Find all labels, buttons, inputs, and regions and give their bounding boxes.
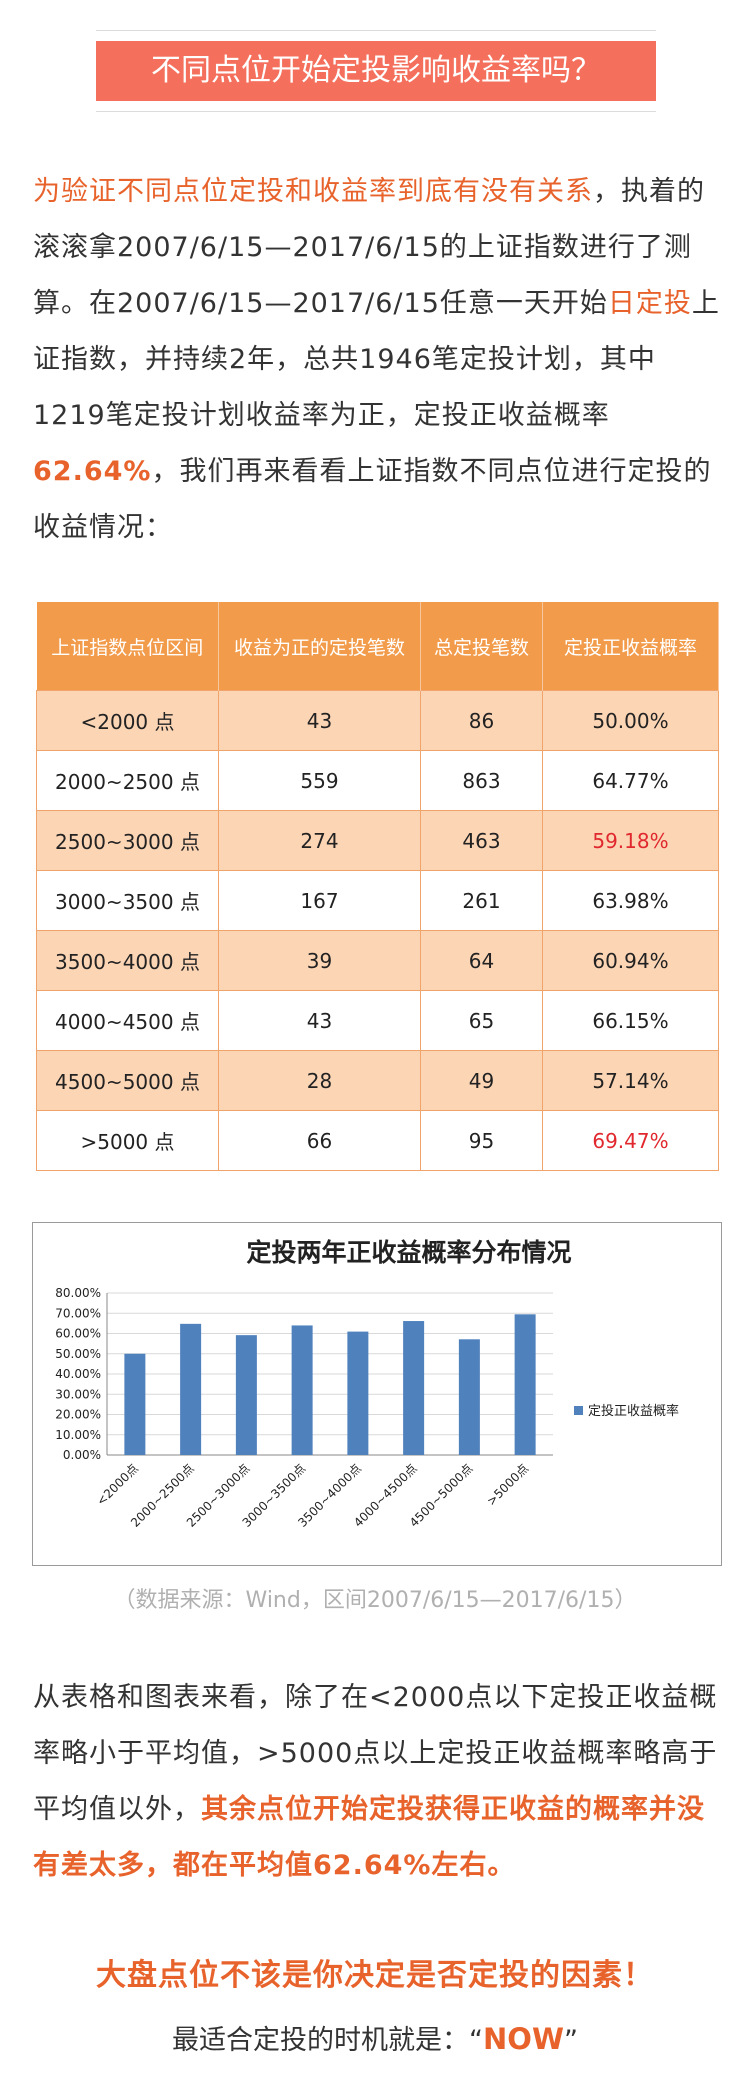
conclusion-highlight: 其余点位开始定投获得正收益的概率并没有差太多，都在平均值62.64%左右。 [33,1794,705,1881]
x-tick-label: <2000点 [94,1461,141,1508]
table-cell: 95 [420,1110,543,1171]
legend-label: 定投正收益概率 [588,1403,679,1419]
table-cell: 86 [420,690,543,751]
table-cell: 261 [420,870,543,931]
data-table: 上证指数点位区间 收益为正的定投笔数 总定投笔数 定投正收益概率 <2000 点… [36,602,719,1171]
table-row: <2000 点 43 86 50.00% [36,690,719,751]
chart-frame: 定投两年正收益概率分布情况 80.00% 70.00% 60.00% 50.00% 40… [32,1222,722,1566]
bar [514,1314,536,1455]
table-cell: 69.47% [542,1110,719,1171]
bar [124,1353,146,1455]
y-tick-label: 30.00% [55,1387,101,1401]
table-row: 2000~2500 点 559 863 64.77% [36,750,719,811]
intro-highlight-2: 日定投 [607,288,692,319]
table-cell: 64 [420,930,543,991]
table-header-cell: 总定投笔数 [420,602,543,691]
table-cell: 4500~5000 点 [36,1050,219,1111]
table-cell: 167 [218,870,421,931]
y-tick-label: 20.00% [55,1408,101,1422]
table-row: 3000~3500 点 167 261 63.98% [36,870,719,931]
bar [458,1339,480,1455]
table-header-cell: 上证指数点位区间 [36,602,219,691]
table-cell: 63.98% [542,870,719,931]
table-header-row: 上证指数点位区间 收益为正的定投笔数 总定投笔数 定投正收益概率 [36,602,719,691]
intro-paragraph: 为验证不同点位定投和收益率到底有没有关系，执着的滚滚拿2007/6/15—201… [33,164,723,556]
table-cell: 43 [218,990,421,1051]
closing-suffix: ” [563,2025,578,2056]
intro-highlight-1: 为验证不同点位定投和收益率到底有没有关系 [33,176,593,207]
table-cell: 2500~3000 点 [36,810,219,871]
y-tick-label: 0.00% [63,1448,101,1462]
y-tick-label: 80.00% [55,1286,101,1300]
bar [180,1323,202,1455]
table-cell: 50.00% [542,690,719,751]
table-header-cell: 定投正收益概率 [542,602,719,691]
table-cell: 39 [218,930,421,991]
bar [347,1331,369,1455]
closing-now: NOW [483,2022,564,2056]
conclusion-paragraph: 从表格和图表来看，除了在<2000点以下定投正收益概率略小于平均值，>5000点… [33,1670,723,1894]
table-cell: <2000 点 [36,690,219,751]
table-cell: 66.15% [542,990,719,1051]
table-cell: 66 [218,1110,421,1171]
table-cell: 57.14% [542,1050,719,1111]
table-row: 2500~3000 点 274 463 59.18% [36,810,719,871]
table-cell: 2000~2500 点 [36,750,219,811]
table-cell: 49 [420,1050,543,1111]
chart-title: 定投两年正收益概率分布情况 [246,1238,571,1267]
table-cell: 64.77% [542,750,719,811]
table-row: >5000 点 66 95 69.47% [36,1110,719,1171]
closing-prefix: 最适合定投的时机就是：“ [172,2025,484,2056]
table-cell: 863 [420,750,543,811]
intro-text-1: ，执着的滚滚拿2007/6/15—2017/6/15的上证指数进行了测算。在20… [33,176,705,319]
table-cell: 274 [218,810,421,871]
y-tick-label: 60.00% [55,1327,101,1341]
bar [403,1321,425,1455]
intro-highlight-3: 62.64% [33,456,152,487]
bar [291,1325,313,1455]
table-cell: 65 [420,990,543,1051]
legend-swatch [574,1406,583,1415]
table-cell: 59.18% [542,810,719,871]
title-frame: 不同点位开始定投影响收益率吗？ [96,30,656,112]
table-cell: 43 [218,690,421,751]
y-tick-label: 50.00% [55,1347,101,1361]
table-cell: 463 [420,810,543,871]
x-tick-label: >5000点 [484,1461,531,1508]
table-header-cell: 收益为正的定投笔数 [218,602,421,691]
headline: 大盘点位不该是你决定是否定投的因素！ [96,1958,654,1993]
table-cell: 3000~3500 点 [36,870,219,931]
table-cell: 60.94% [542,930,719,991]
closing-line: 最适合定投的时机就是：“NOW” [0,2018,750,2057]
bar [235,1335,257,1455]
y-tick-label: 40.00% [55,1367,101,1381]
table-cell: 3500~4000 点 [36,930,219,991]
bar-chart: 定投两年正收益概率分布情况 80.00% 70.00% 60.00% 50.00% 40… [55,1238,679,1530]
y-tick-label: 10.00% [55,1428,101,1442]
conclusion-text: 从表格和图表来看，除了在<2000点以下定投正收益概率略小于平均值，>5000点… [33,1682,718,1825]
table-cell: 28 [218,1050,421,1111]
table-cell: >5000 点 [36,1110,219,1171]
data-source-note: （数据来源：Wind，区间2007/6/15—2017/6/15） [113,1588,637,1613]
table-row: 4500~5000 点 28 49 57.14% [36,1050,719,1111]
table-cell: 4000~4500 点 [36,990,219,1051]
intro-text-2: 上证指数，并持续2年，总共1946笔定投计划，其中1219笔定投计划收益率为正，… [33,288,720,431]
table-row: 3500~4000 点 39 64 60.94% [36,930,719,991]
page-title: 不同点位开始定投影响收益率吗？ [96,41,656,101]
table-row: 4000~4500 点 43 65 66.15% [36,990,719,1051]
intro-text-3: ，我们再来看看上证指数不同点位进行定投的收益情况： [33,456,712,543]
table-cell: 559 [218,750,421,811]
y-tick-label: 70.00% [55,1306,101,1320]
